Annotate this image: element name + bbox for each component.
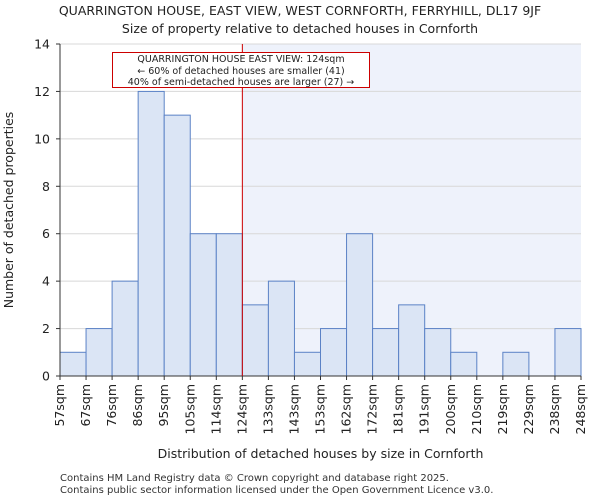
bar <box>398 304 426 377</box>
footer-line-1: Contains HM Land Registry data © Crown c… <box>60 473 449 484</box>
x-tick-label: 238sqm <box>547 384 562 434</box>
y-tick-label: 2 <box>42 321 50 336</box>
bar <box>424 328 452 377</box>
bar <box>502 351 530 377</box>
x-tick-label: 133sqm <box>260 384 275 434</box>
x-tick-label: 172sqm <box>365 384 380 434</box>
x-tick-label: 162sqm <box>339 384 354 434</box>
x-tick-label: 114sqm <box>208 384 223 434</box>
x-tick-label: 229sqm <box>521 384 536 434</box>
annotation-line-2: ← 60% of detached houses are smaller (41… <box>137 65 345 77</box>
x-tick-label: 181sqm <box>391 384 406 434</box>
x-tick-label: 86sqm <box>130 384 145 427</box>
x-tick-label: 219sqm <box>495 384 510 434</box>
chart-subtitle: Size of property relative to detached ho… <box>121 21 479 36</box>
x-tick-label: 153sqm <box>313 384 328 434</box>
bar <box>85 328 113 377</box>
x-tick-label: 191sqm <box>417 384 432 434</box>
bar <box>189 233 217 377</box>
bar <box>137 90 165 377</box>
x-tick-label: 76sqm <box>104 384 119 427</box>
annotation-box: QUARRINGTON HOUSE EAST VIEW: 124sqm ← 60… <box>112 52 370 88</box>
x-tick-label: 143sqm <box>286 384 301 434</box>
x-tick-label: 67sqm <box>78 384 93 427</box>
chart-title: QUARRINGTON HOUSE, EAST VIEW, WEST CORNF… <box>58 3 542 18</box>
bar <box>59 351 87 377</box>
bar <box>346 233 374 377</box>
bar <box>293 351 322 377</box>
bar <box>320 328 348 377</box>
y-tick-label: 4 <box>42 274 50 289</box>
x-tick-label: 95sqm <box>156 384 171 427</box>
annotation-line-3: 40% of semi-detached houses are larger (… <box>127 77 355 88</box>
x-tick-label: 248sqm <box>573 384 588 434</box>
x-tick-label: 57sqm <box>52 384 67 427</box>
y-tick-label: 0 <box>42 369 50 384</box>
y-tick-label: 6 <box>42 226 50 241</box>
bar <box>215 233 243 377</box>
bar <box>554 328 582 377</box>
y-tick-label: 12 <box>34 84 50 99</box>
x-tick-label: 210sqm <box>469 384 484 434</box>
x-axis-label: Distribution of detached houses by size … <box>158 446 484 461</box>
x-tick-label: 200sqm <box>443 384 458 434</box>
x-tick-label: 124sqm <box>234 384 249 434</box>
bar <box>241 304 269 377</box>
footer-line-2: Contains public sector information licen… <box>60 485 494 496</box>
bar <box>111 280 139 377</box>
bar <box>163 114 191 377</box>
bar <box>372 328 400 377</box>
y-tick-label: 14 <box>34 37 50 52</box>
bar <box>267 280 295 377</box>
y-tick-label: 8 <box>42 179 50 194</box>
y-axis-label: Number of detached properties <box>1 112 16 309</box>
bar <box>450 351 478 377</box>
y-tick-label: 10 <box>34 131 50 146</box>
annotation-line-1: QUARRINGTON HOUSE EAST VIEW: 124sqm <box>137 54 345 65</box>
x-tick-label: 105sqm <box>182 384 197 434</box>
